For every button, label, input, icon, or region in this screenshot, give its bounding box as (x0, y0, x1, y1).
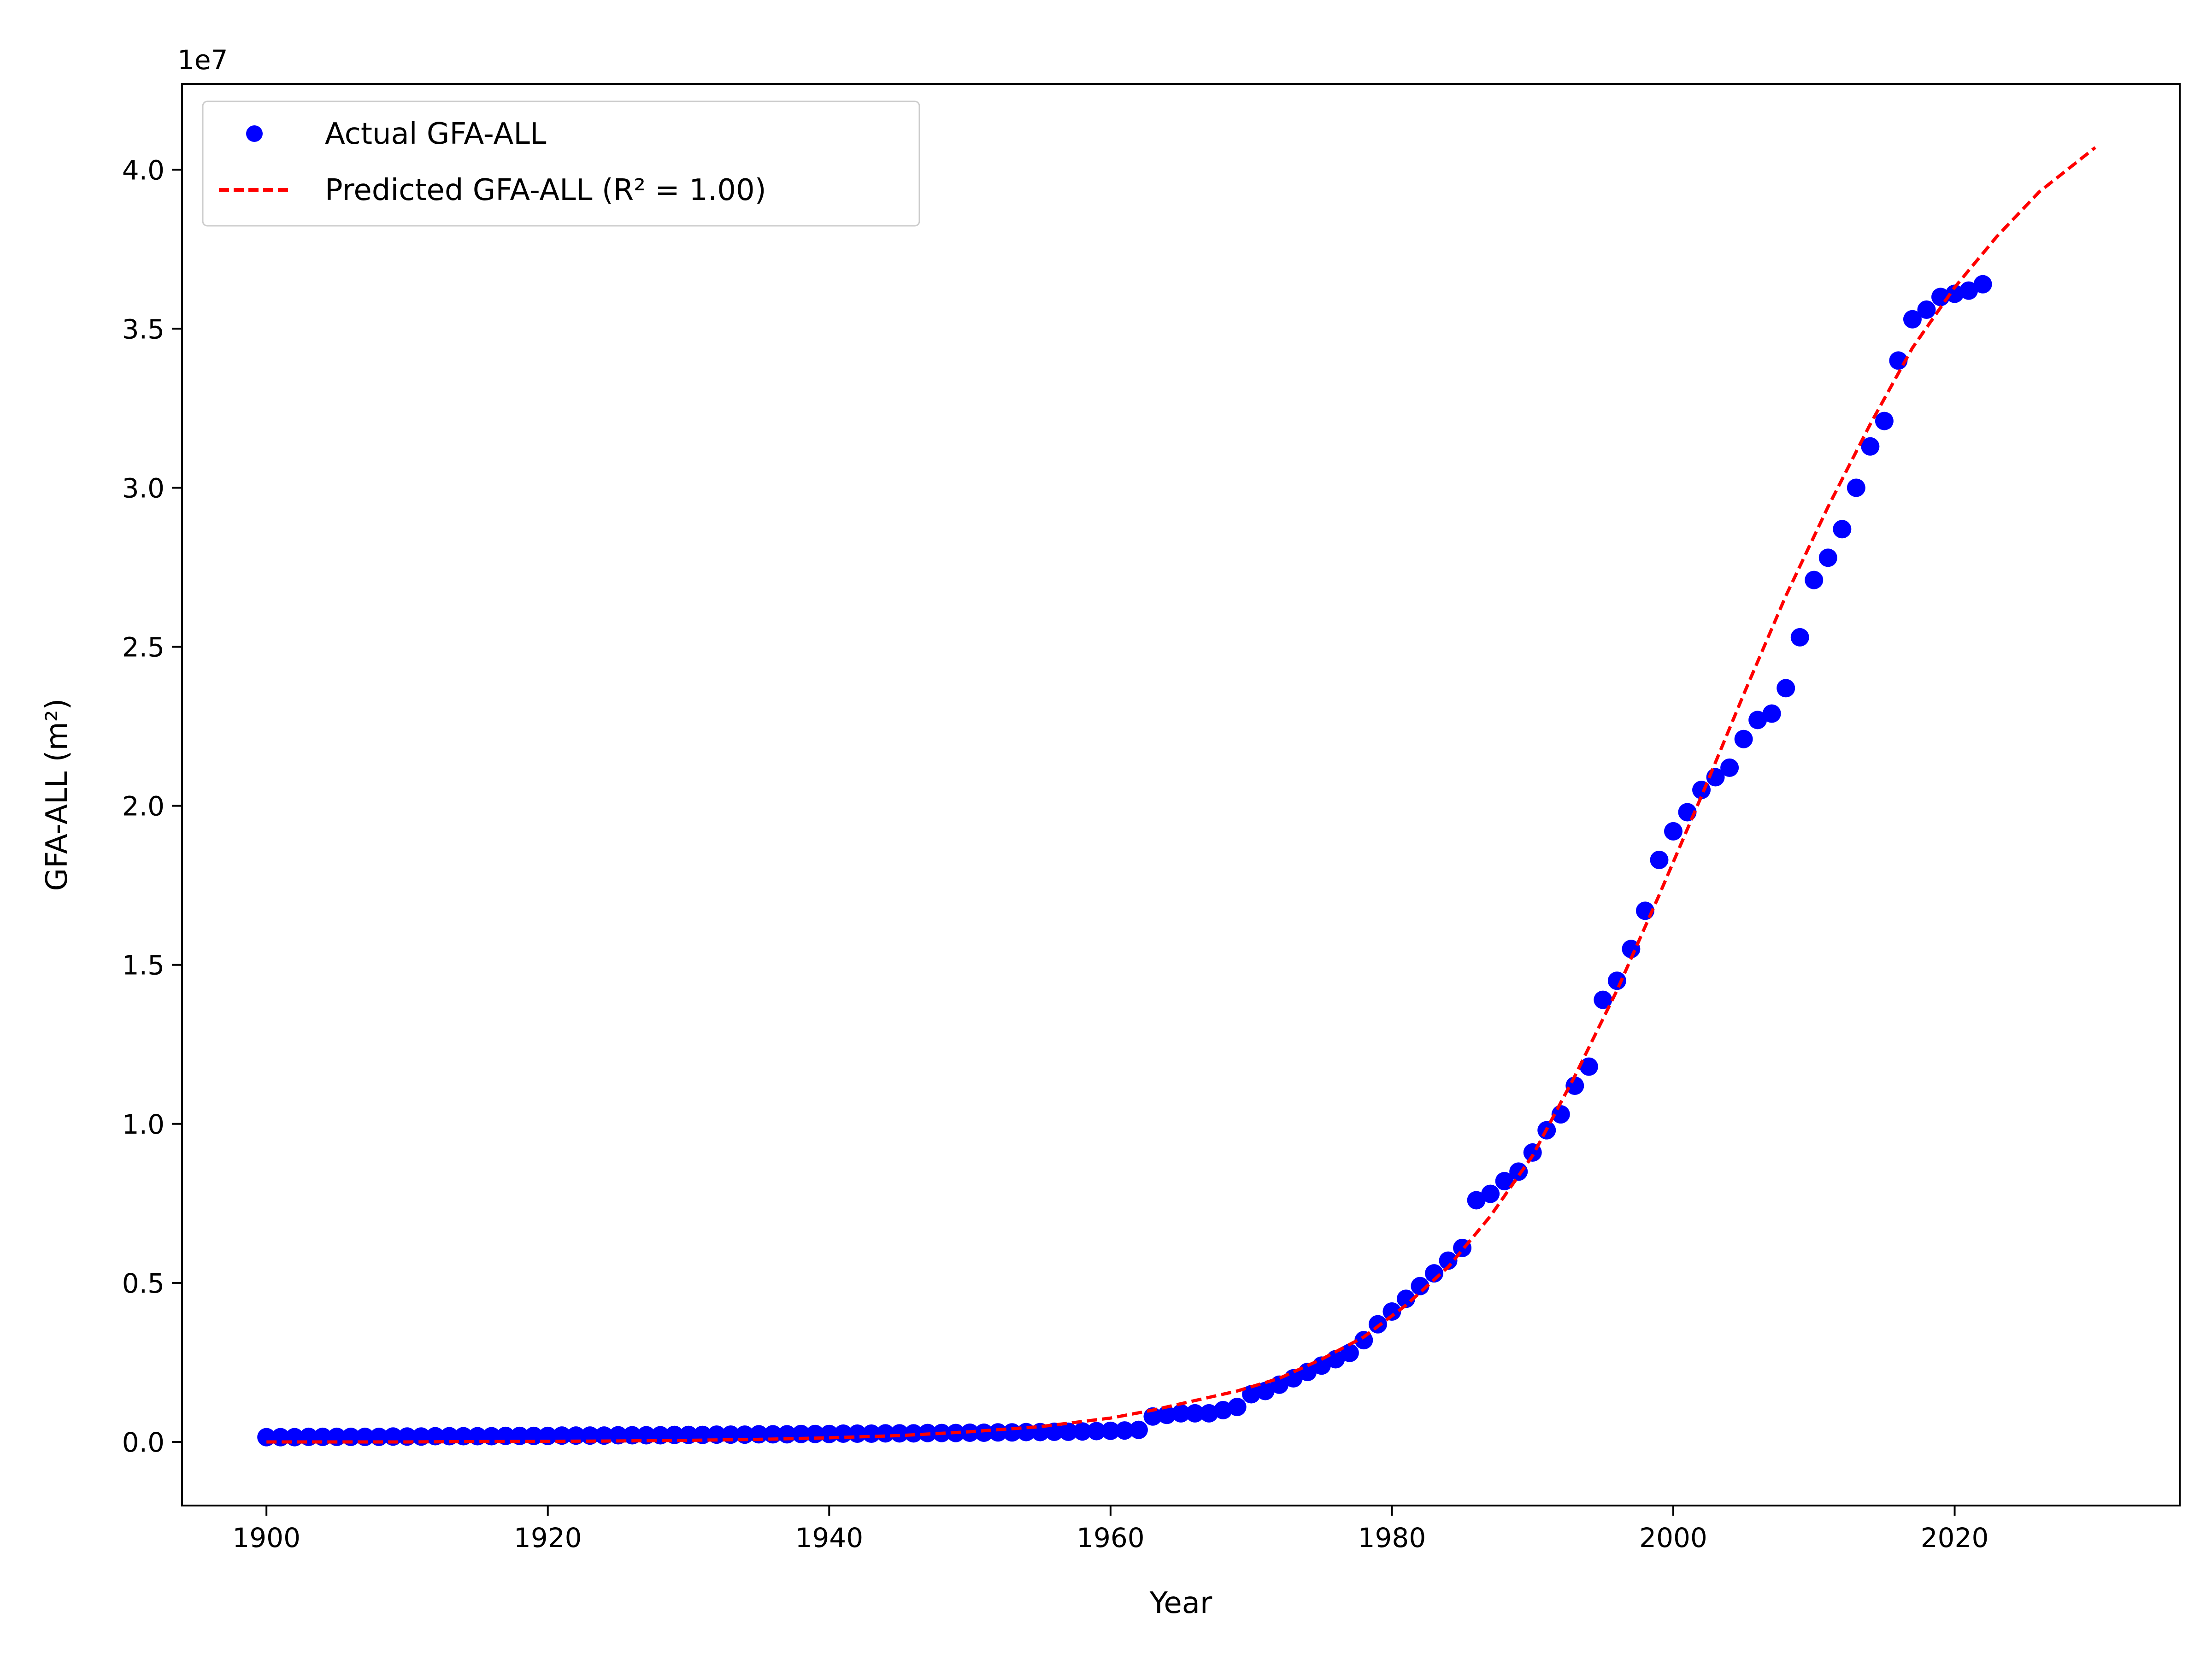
data-point (1481, 1184, 1500, 1203)
data-point (1565, 1076, 1584, 1095)
legend-label-actual: Actual GFA-ALL (325, 117, 547, 151)
data-point (862, 1424, 881, 1443)
y-tick-label: 3.0 (122, 472, 165, 504)
data-point (1326, 1350, 1345, 1369)
data-point (1425, 1264, 1444, 1283)
data-point (1973, 275, 1992, 294)
data-point (876, 1424, 895, 1443)
data-point (1073, 1422, 1092, 1441)
y-tick-label: 1.5 (122, 950, 165, 981)
data-point (1594, 990, 1612, 1009)
data-point (1945, 284, 1964, 303)
data-point (1228, 1398, 1247, 1417)
data-point (1256, 1382, 1275, 1400)
data-point (1101, 1421, 1120, 1440)
data-point (1720, 758, 1739, 777)
y-tick-label: 3.5 (122, 313, 165, 345)
data-point (1382, 1302, 1401, 1321)
data-point (1171, 1404, 1190, 1423)
data-point (1607, 971, 1626, 990)
x-tick-label: 2020 (1921, 1522, 1989, 1553)
data-point (1495, 1172, 1514, 1191)
data-point (1045, 1422, 1064, 1441)
data-point (1059, 1422, 1078, 1441)
y-tick-label: 0.0 (122, 1427, 165, 1458)
legend-marker-actual (246, 125, 263, 142)
data-point (1467, 1191, 1486, 1210)
data-point (1917, 300, 1936, 319)
data-point (1186, 1404, 1205, 1423)
x-tick-label: 1900 (232, 1522, 300, 1553)
data-point (1875, 412, 1894, 430)
data-point (1805, 571, 1824, 589)
data-point (1368, 1315, 1387, 1334)
data-point (1200, 1404, 1218, 1423)
x-tick-label: 1980 (1358, 1522, 1426, 1553)
data-point (1298, 1363, 1317, 1382)
data-point (1650, 850, 1669, 869)
data-point (1214, 1400, 1233, 1419)
data-point (1664, 822, 1683, 841)
data-point (1748, 711, 1767, 729)
y-tick-label: 0.5 (122, 1268, 165, 1299)
data-point (1847, 478, 1865, 497)
plot-frame (181, 83, 2181, 1506)
x-tick-label: 1940 (795, 1522, 863, 1553)
plot-area (257, 146, 2096, 1447)
data-point (1157, 1406, 1176, 1424)
x-tick-label: 1920 (514, 1522, 582, 1553)
data-point (1861, 437, 1880, 456)
legend: Actual GFA-ALL Predicted GFA-ALL (R² = 1… (202, 100, 920, 227)
data-point (1551, 1105, 1570, 1124)
data-point (1340, 1343, 1359, 1362)
y-axis-label: GFA-ALL (m²) (40, 699, 74, 891)
data-point (1777, 679, 1795, 698)
data-point (1242, 1385, 1261, 1404)
predicted-line (266, 146, 2096, 1444)
x-axis-label: Year (1149, 1586, 1212, 1620)
data-point (890, 1424, 909, 1443)
data-point (1818, 548, 1837, 567)
data-point (1354, 1331, 1373, 1350)
data-point (1833, 520, 1852, 539)
data-point (1284, 1369, 1303, 1388)
data-point (1903, 310, 1922, 329)
y-tick-label: 4.0 (122, 154, 165, 186)
data-point (1959, 281, 1978, 300)
legend-label-predicted: Predicted GFA-ALL (R² = 1.00) (325, 173, 766, 207)
data-point (1762, 704, 1781, 723)
y-tick-label: 2.5 (122, 632, 165, 663)
y-offset-label: 1e7 (177, 44, 228, 76)
data-point (1411, 1277, 1430, 1295)
data-point (1129, 1420, 1148, 1439)
data-point (1115, 1421, 1134, 1440)
x-tick-label: 2000 (1639, 1522, 1707, 1553)
axes: 1900 1920 1940 1960 1980 2000 2020 0.0 0.5 1.0 1.5… (122, 154, 1989, 1553)
data-point (1087, 1422, 1106, 1441)
x-tick-label: 1960 (1077, 1522, 1145, 1553)
data-point (1734, 729, 1753, 748)
data-point (1312, 1356, 1331, 1375)
y-tick-label: 1.0 (122, 1109, 165, 1140)
data-point (1579, 1057, 1598, 1076)
data-point (975, 1423, 994, 1442)
data-point (1396, 1289, 1415, 1308)
data-point (1790, 628, 1809, 647)
data-point (1509, 1162, 1528, 1181)
y-tick-label: 2.0 (122, 791, 165, 822)
legend-box (202, 100, 920, 227)
data-point (1439, 1251, 1458, 1270)
